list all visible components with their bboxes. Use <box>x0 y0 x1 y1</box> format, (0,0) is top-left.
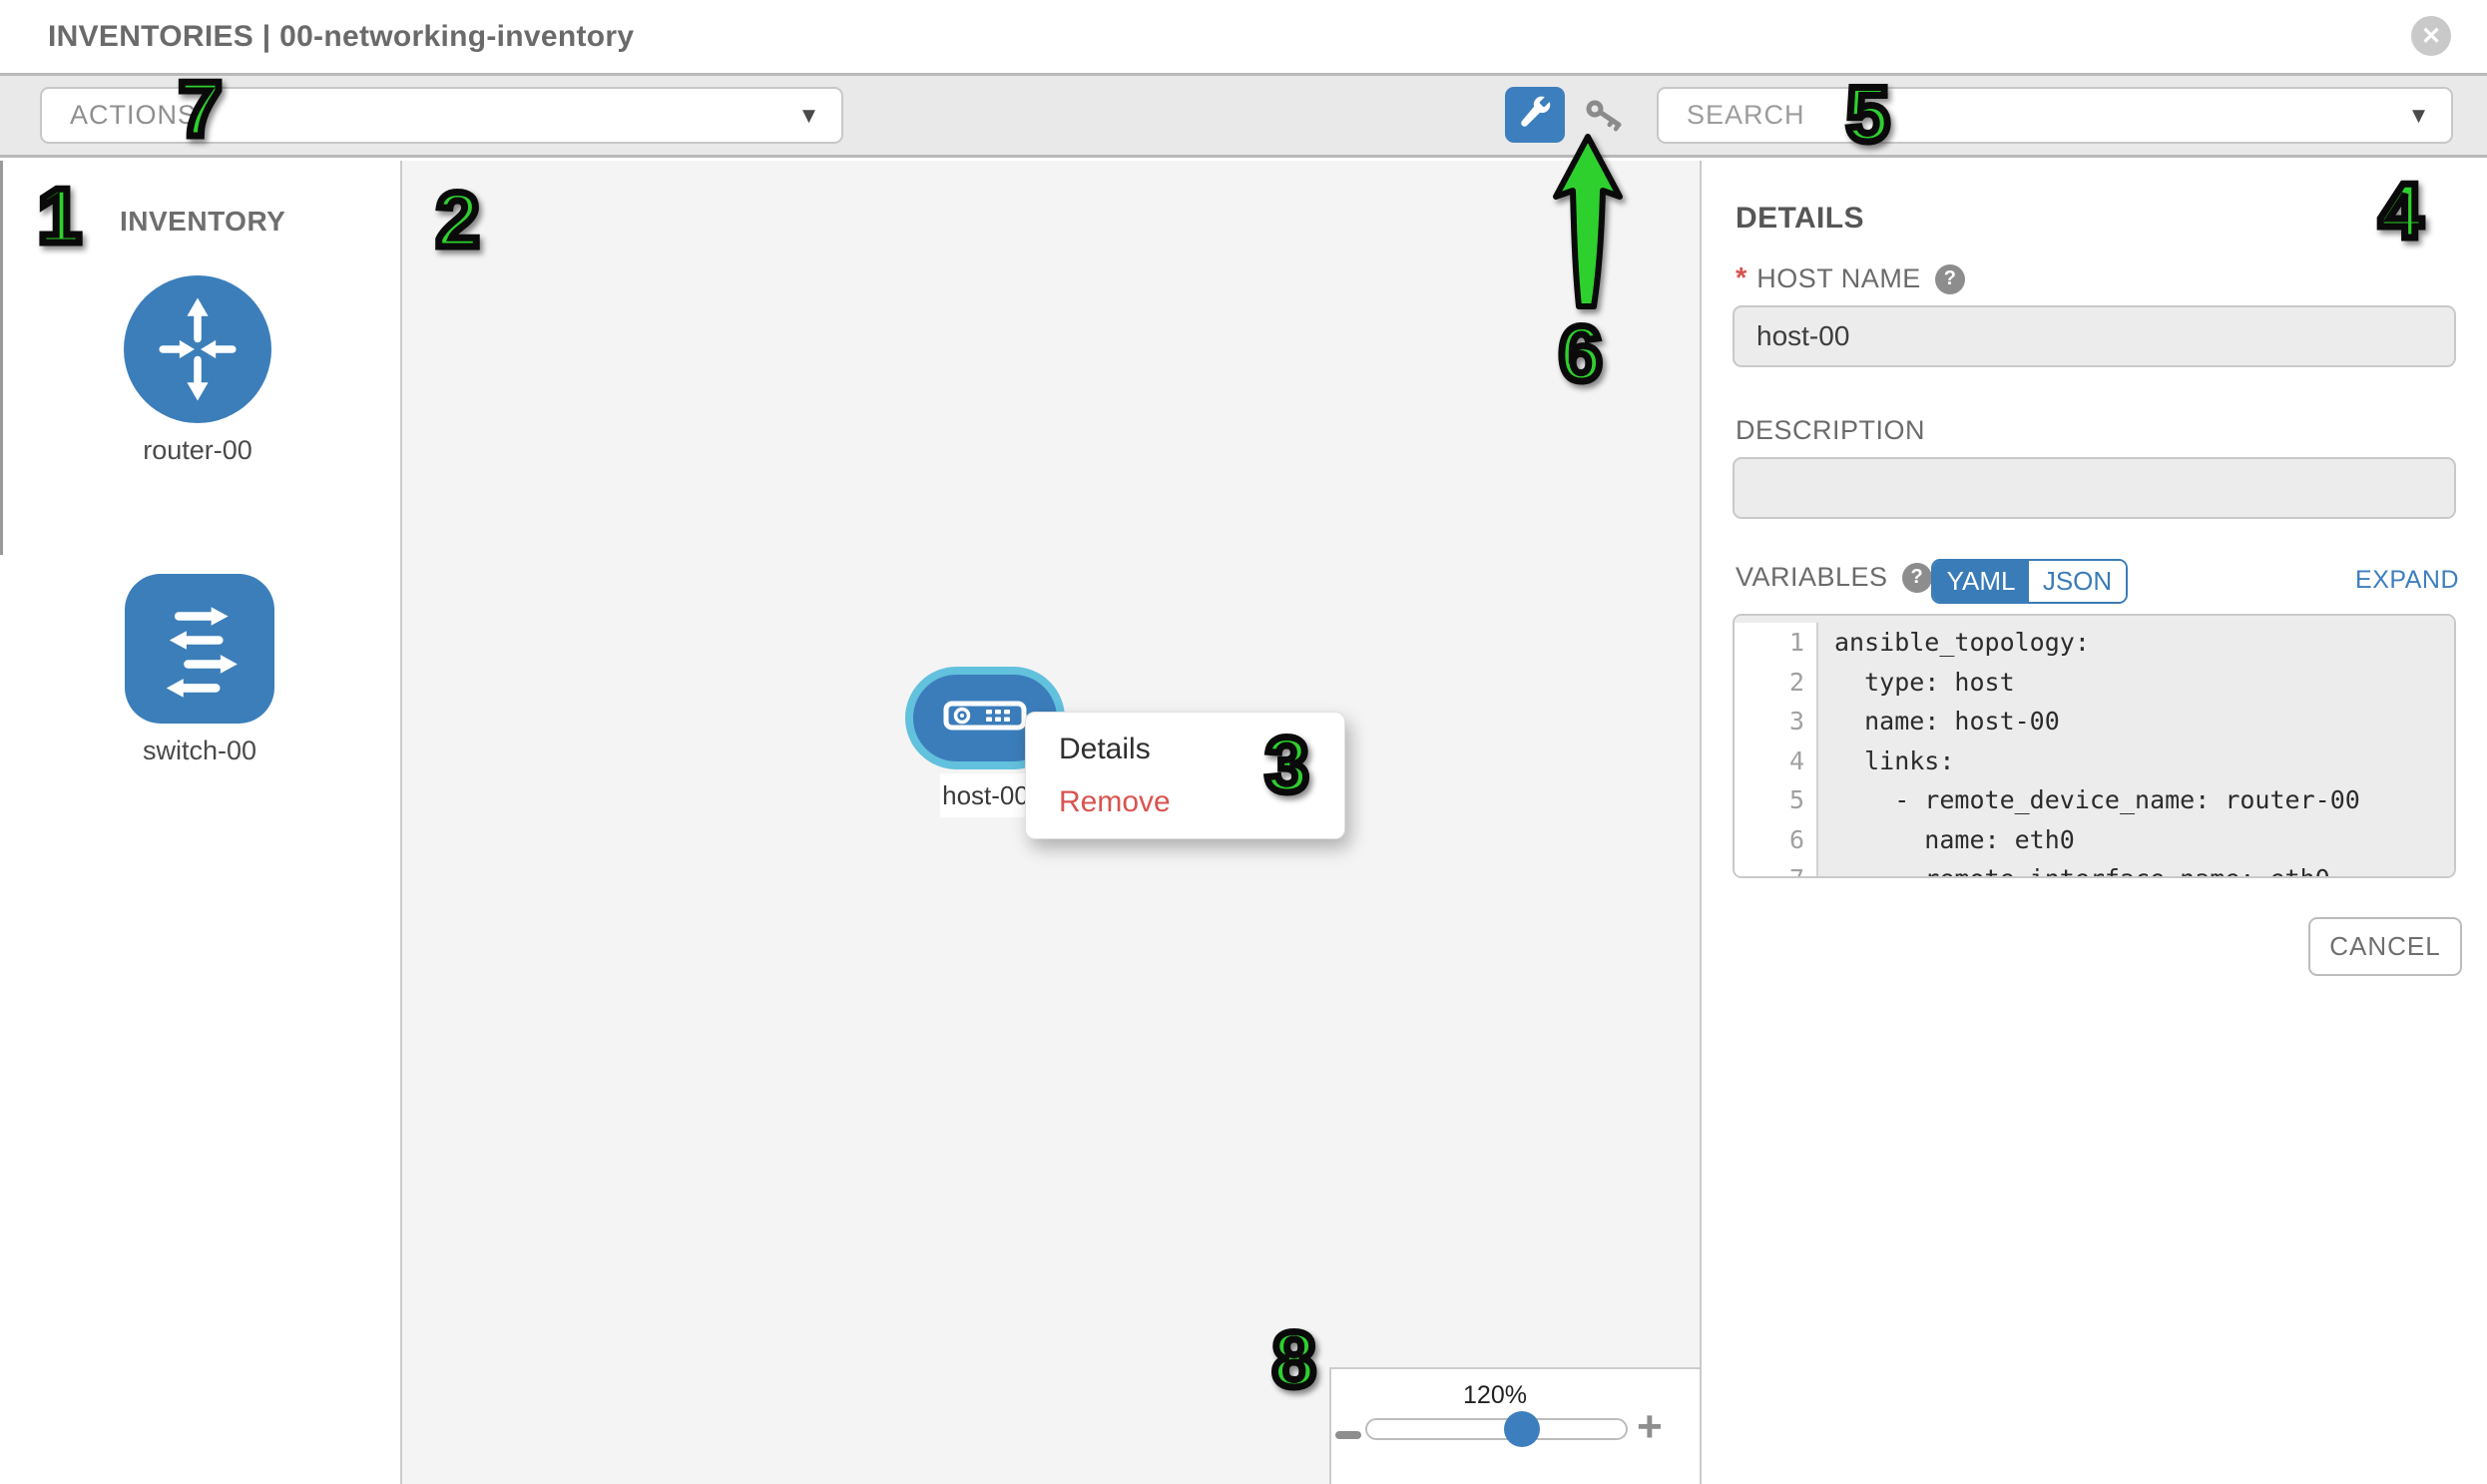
context-menu: Details Remove <box>1025 712 1345 839</box>
sidebar-item-label: router-00 <box>143 435 252 465</box>
sidebar-accent-line <box>0 161 3 555</box>
host-name-label-row: * HOST NAME ? <box>1736 262 1965 295</box>
host-name-label: HOST NAME <box>1756 263 1921 293</box>
zoom-out-button[interactable] <box>1335 1431 1361 1439</box>
configure-button[interactable] <box>1505 87 1565 143</box>
context-menu-item-details[interactable]: Details <box>1059 733 1151 765</box>
zoom-slider-handle[interactable] <box>1504 1411 1540 1447</box>
host-icon <box>943 701 1027 736</box>
help-icon[interactable]: ? <box>1901 562 1932 593</box>
description-label-row: DESCRIPTION <box>1736 415 1925 446</box>
annotation-5: 5 <box>1842 70 1892 158</box>
details-panel-title: DETAILS <box>1736 202 1864 235</box>
description-label: DESCRIPTION <box>1736 415 1926 445</box>
annotation-4: 4 <box>2375 167 2425 254</box>
topology-canvas[interactable]: host-00 Details Remove 120% + <box>402 161 1702 1484</box>
yaml-toggle-button[interactable]: YAML <box>1933 561 2029 602</box>
sidebar-title: INVENTORY <box>120 206 286 237</box>
sidebar-item-router-00[interactable]: router-00 <box>124 275 271 466</box>
page-title: INVENTORIES | 00-networking-inventory <box>48 20 635 53</box>
wrench-icon <box>1518 96 1552 135</box>
code-line: 7 remote_interface_name: eth0 <box>1735 859 2454 876</box>
code-editor-rows: 1 ansible_topology: 2 type: host 3 name: ho… <box>1735 616 2454 876</box>
code-line: 5 - remote_device_name: router-00 <box>1735 780 2454 820</box>
code-line: 3 name: host-00 <box>1735 702 2454 742</box>
required-marker: * <box>1736 262 1747 294</box>
toolbar: ACTIONS ▾ <box>0 76 2487 155</box>
variables-label-row: VARIABLES ? <box>1736 562 1932 593</box>
zoom-level: 120% <box>1463 1381 1527 1409</box>
code-line: 6 name: eth0 <box>1735 819 2454 859</box>
annotation-2: 2 <box>432 176 482 263</box>
zoom-slider-track[interactable] <box>1365 1418 1628 1440</box>
actions-dropdown[interactable]: ACTIONS ▾ <box>40 87 843 144</box>
annotation-8: 8 <box>1268 1315 1318 1403</box>
help-icon[interactable]: ? <box>1934 263 1965 294</box>
zoom-in-button[interactable]: + <box>1637 1402 1663 1451</box>
router-icon <box>124 275 271 423</box>
variables-format-toggle: YAML JSON <box>1931 559 2128 604</box>
annotation-6: 6 <box>1555 309 1605 397</box>
json-toggle-button[interactable]: JSON <box>2029 561 2126 602</box>
cancel-button[interactable]: CANCEL <box>2308 917 2462 976</box>
expand-link[interactable]: EXPAND <box>2355 566 2459 594</box>
search-dropdown[interactable]: SEARCH ▾ <box>1657 87 2453 144</box>
host-node-label: host-00 <box>940 773 1031 817</box>
close-icon[interactable]: ✕ <box>2411 16 2451 56</box>
description-field[interactable] <box>1733 457 2456 519</box>
details-panel: DETAILS * HOST NAME ? DESCRIPTION VARIAB… <box>1702 161 2487 1484</box>
header: INVENTORIES | 00-networking-inventory ✕ <box>0 0 2487 76</box>
annotation-arrow-icon <box>1546 131 1630 320</box>
host-name-field[interactable] <box>1733 305 2456 367</box>
code-line: 2 type: host <box>1735 662 2454 702</box>
annotation-3: 3 <box>1261 721 1311 808</box>
sidebar-item-label: switch-00 <box>142 736 257 765</box>
annotation-1: 1 <box>34 172 84 259</box>
variables-code-editor[interactable]: 1 ansible_topology: 2 type: host 3 name: ho… <box>1733 614 2456 878</box>
key-icon <box>1585 100 1629 140</box>
context-menu-item-remove[interactable]: Remove <box>1059 785 1171 818</box>
code-line: 4 links: <box>1735 741 2454 780</box>
actions-dropdown-label: ACTIONS <box>70 100 198 130</box>
zoom-control: 120% + <box>1329 1367 1700 1484</box>
main-area: INVENTORY <box>0 155 2487 1484</box>
switch-icon <box>125 574 274 724</box>
search-input[interactable]: SEARCH <box>1687 100 1805 130</box>
chevron-down-icon: ▾ <box>801 98 815 129</box>
inventory-sidebar: INVENTORY <box>0 161 402 1484</box>
key-button[interactable] <box>1585 96 1629 136</box>
code-line: 1 ansible_topology: <box>1735 623 2454 663</box>
host-node[interactable] <box>905 667 1065 769</box>
variables-label: VARIABLES <box>1736 562 1888 592</box>
chevron-down-icon: ▾ <box>2411 98 2425 129</box>
annotation-7: 7 <box>175 65 225 153</box>
sidebar-item-switch-00[interactable]: switch-00 <box>125 574 274 766</box>
